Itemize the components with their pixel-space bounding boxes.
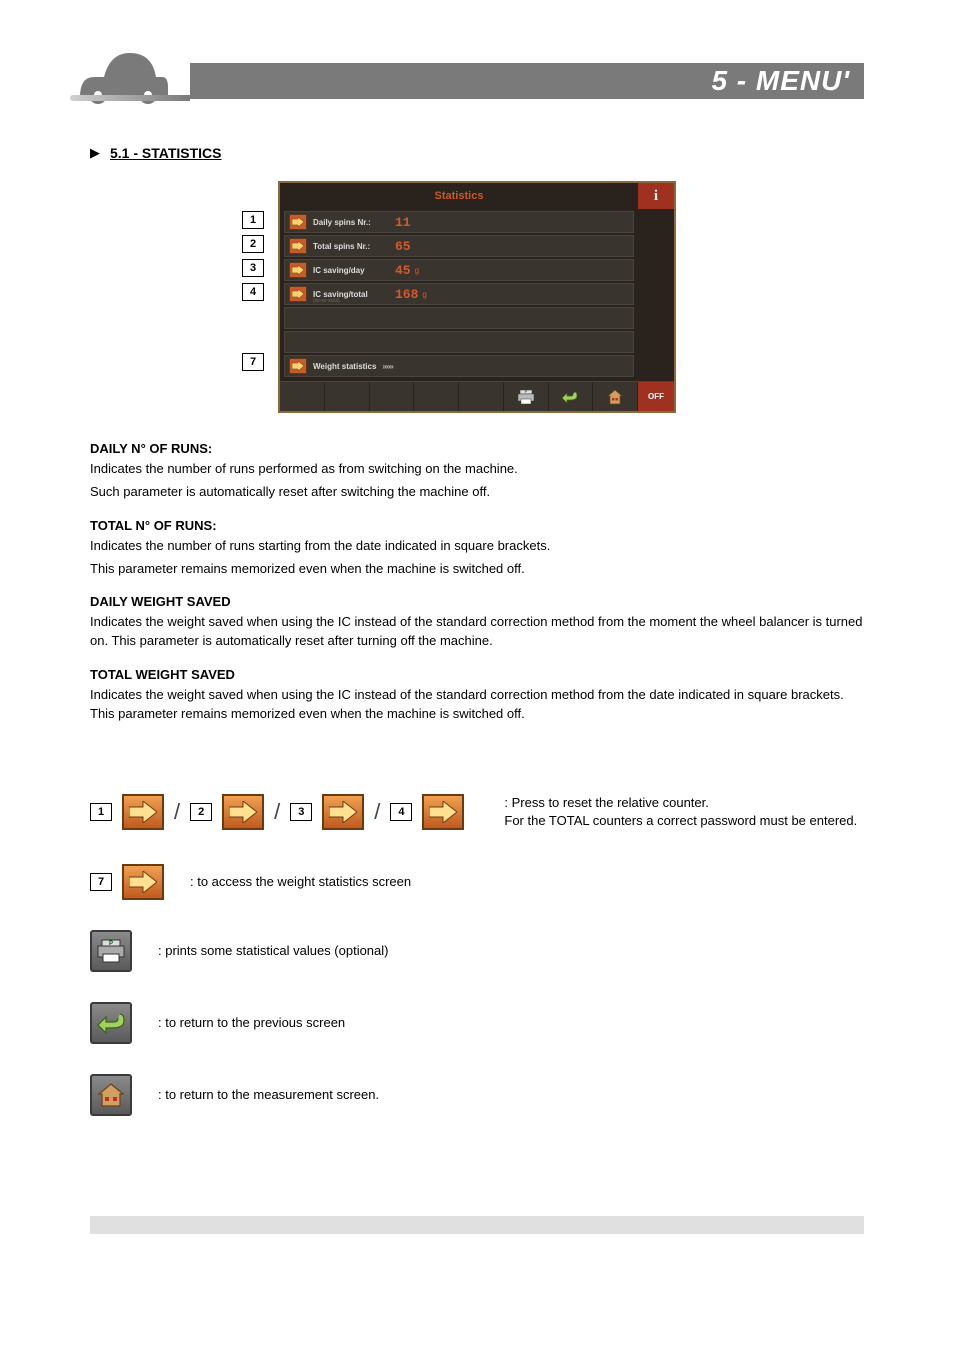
back-button[interactable] — [549, 382, 594, 411]
stat-row-daily-spins: Daily spins Nr.: 11 — [284, 211, 634, 233]
callout-7: 7 — [242, 353, 264, 371]
slash-sep: / — [174, 799, 180, 825]
big-arrow-icon — [422, 794, 464, 830]
stat-row-empty — [284, 331, 634, 353]
home-icon — [90, 1074, 132, 1116]
stat-row-weight-stats[interactable]: Weight statistics »»» — [284, 355, 634, 377]
legend-text: : prints some statistical values (option… — [158, 943, 388, 958]
screen-title: Statistics — [280, 190, 638, 202]
banner-tail — [70, 95, 190, 101]
stat-row-label: IC saving/day — [313, 266, 395, 275]
footer-cell — [459, 382, 504, 411]
heading-daily-weight: DAILY WEIGHT SAVED — [90, 594, 864, 609]
stat-row-total-spins: Total spins Nr.: 65 — [284, 235, 634, 257]
slash-sep: / — [374, 799, 380, 825]
off-button[interactable]: OFF — [638, 382, 674, 411]
stat-row-unit: g — [422, 290, 426, 299]
back-icon — [90, 1002, 132, 1044]
stat-row-value: 168 — [395, 287, 418, 302]
body-text: Indicates the number of runs starting fr… — [90, 537, 864, 556]
legend-right-note: : Press to reset the relative counter. F… — [504, 794, 864, 1146]
stat-row-unit: g — [415, 266, 419, 275]
stat-row-ic-total: IC saving/total (xx-xx-xxxx) 168 g — [284, 283, 634, 305]
stat-row-value: 45 — [395, 263, 411, 278]
stat-row-ic-day: IC saving/day 45 g — [284, 259, 634, 281]
body-text: Indicates the weight saved when using th… — [90, 686, 864, 724]
home-button[interactable] — [593, 382, 638, 411]
reset-arrow-icon[interactable] — [289, 286, 307, 302]
svg-text:P: P — [524, 389, 527, 394]
section-heading: ▶ 5.1 - STATISTICS — [90, 145, 864, 161]
chevron-right-icon: »»» — [382, 362, 392, 371]
num-box-1: 1 — [90, 803, 112, 821]
footer-cell — [280, 382, 325, 411]
body-text: Indicates the number of runs performed a… — [90, 460, 864, 479]
legend-item-back: : to return to the previous screen — [90, 1002, 464, 1044]
reset-arrow-icon[interactable] — [289, 262, 307, 278]
reset-arrow-icon[interactable] — [289, 214, 307, 230]
big-arrow-icon — [222, 794, 264, 830]
legend-item-home: : to return to the measurement screen. — [90, 1074, 464, 1116]
legend-text: : to return to the previous screen — [158, 1015, 345, 1030]
footer-cell — [370, 382, 415, 411]
legend-item-7: 7 : to access the weight statistics scre… — [90, 864, 464, 900]
section-title: 5.1 - STATISTICS — [110, 145, 222, 161]
print-icon: P — [90, 930, 132, 972]
legend-text: For the TOTAL counters a correct passwor… — [504, 813, 857, 828]
stat-row-value: 65 — [395, 239, 411, 254]
slash-sep: / — [274, 799, 280, 825]
page-footer-bar — [90, 1216, 864, 1234]
footer-cell — [414, 382, 459, 411]
big-arrow-icon — [122, 794, 164, 830]
print-button[interactable]: P — [504, 382, 549, 411]
num-box-4: 4 — [390, 803, 412, 821]
callout-1: 1 — [242, 211, 264, 229]
body-text: Such parameter is automatically reset af… — [90, 483, 864, 502]
stat-row-value: 11 — [395, 215, 411, 230]
section-arrow-icon: ▶ — [90, 145, 100, 161]
legend-text: : Press to reset the relative counter. — [504, 795, 709, 810]
legend-item-print: P : prints some statistical values (opti… — [90, 930, 464, 972]
footer-cell — [325, 382, 370, 411]
num-box-7: 7 — [90, 873, 112, 891]
legend-text: : to return to the measurement screen. — [158, 1087, 379, 1102]
stat-row-date: (xx-xx-xxxx) — [313, 298, 340, 304]
reset-arrow-icon[interactable] — [289, 238, 307, 254]
heading-total-weight: TOTAL WEIGHT SAVED — [90, 667, 864, 682]
legend-reset-arrows: 1 / 2 / 3 / 4 — [90, 794, 464, 830]
body-text: Indicates the weight saved when using th… — [90, 613, 864, 651]
svg-text:P: P — [109, 941, 113, 947]
stat-row-label: Total spins Nr.: — [313, 242, 395, 251]
callout-3: 3 — [242, 259, 264, 277]
stat-row-label: Weight statistics — [313, 362, 376, 371]
body-text: This parameter remains memorized even wh… — [90, 560, 864, 579]
heading-total-runs: TOTAL N° OF RUNS: — [90, 518, 864, 533]
big-arrow-icon — [322, 794, 364, 830]
screen-right-column — [638, 209, 674, 381]
num-box-2: 2 — [190, 803, 212, 821]
info-button[interactable]: i — [638, 183, 674, 209]
heading-daily-runs: DAILY N° OF RUNS: — [90, 441, 864, 456]
statistics-screen: Statistics i Daily spins Nr.: 11 — [278, 181, 676, 413]
big-arrow-icon — [122, 864, 164, 900]
page-header: 5 - MENU' — [0, 55, 954, 115]
reset-arrow-icon[interactable] — [289, 358, 307, 374]
legend-text: : to access the weight statistics screen — [190, 874, 411, 889]
callout-4: 4 — [242, 283, 264, 301]
stat-row-empty — [284, 307, 634, 329]
stat-row-label: Daily spins Nr.: — [313, 218, 395, 227]
callout-2: 2 — [242, 235, 264, 253]
chapter-banner: 5 - MENU' — [190, 63, 864, 99]
num-box-3: 3 — [290, 803, 312, 821]
screen-footer-bar: P OFF — [280, 381, 674, 411]
